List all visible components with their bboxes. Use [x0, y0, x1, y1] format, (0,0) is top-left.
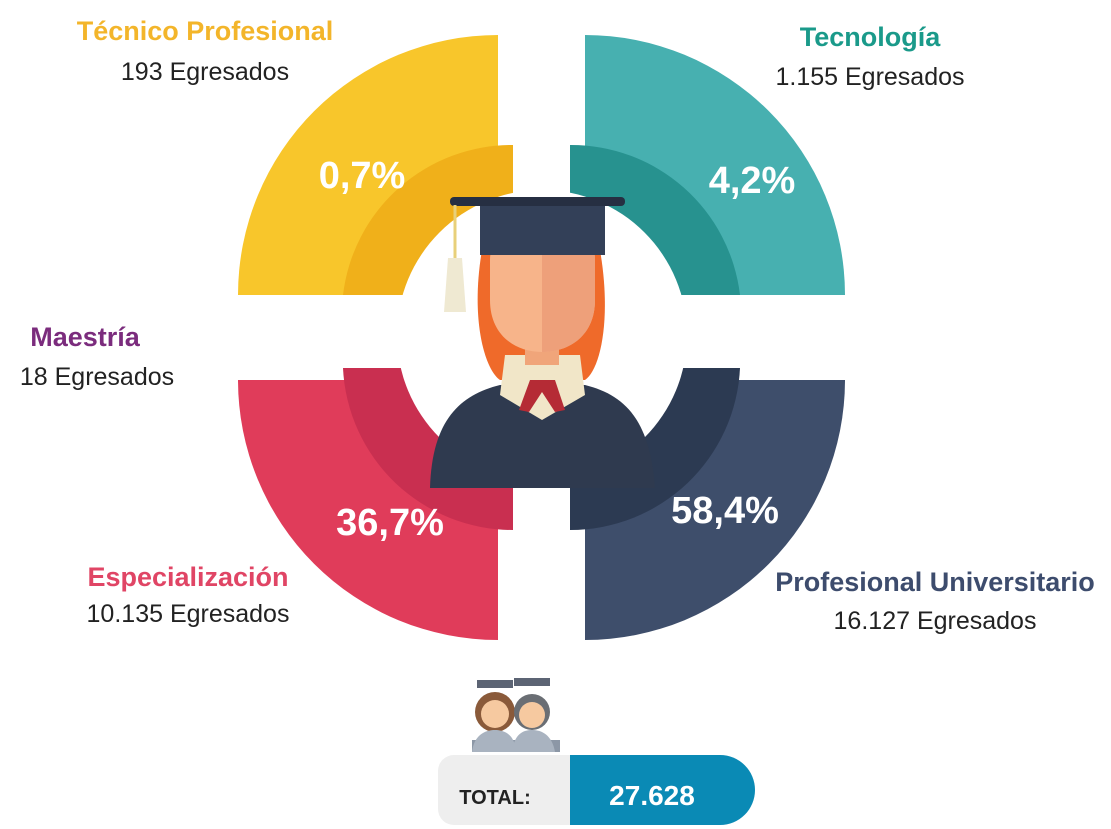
segment-percent: 58,4% — [671, 490, 779, 532]
segment-count: 1.155 Egresados — [775, 63, 964, 91]
segment-count: 16.127 Egresados — [834, 607, 1037, 635]
face-shade — [542, 238, 595, 352]
segment-count: 193 Egresados — [121, 58, 289, 86]
segment-percent: 36,7% — [336, 502, 444, 544]
total-pill: TOTAL: 27.628 — [438, 755, 755, 825]
segment-label: Especialización — [87, 562, 288, 592]
total-label: TOTAL: — [459, 787, 530, 809]
face — [481, 700, 509, 728]
segment-label: Profesional Universitario — [775, 567, 1095, 597]
cap — [477, 680, 513, 688]
face — [519, 702, 545, 728]
ribbon — [519, 380, 565, 412]
total-value-box — [570, 755, 755, 825]
segment-percent: 4,2% — [709, 160, 796, 202]
gown — [472, 730, 516, 752]
labels: Técnico Profesional 193 Egresados 0,7% T… — [20, 16, 1095, 635]
segment-label: Tecnología — [800, 22, 941, 52]
gown — [430, 385, 655, 488]
graduate-icon — [430, 197, 655, 488]
cap — [514, 678, 550, 686]
gown — [512, 730, 555, 752]
cap-board — [450, 197, 625, 206]
tassel — [444, 258, 466, 312]
segment-count: 18 Egresados — [20, 363, 174, 391]
segment-count: 10.135 Egresados — [87, 600, 290, 628]
cap — [480, 205, 605, 255]
graduates-icon — [472, 678, 560, 752]
segment-percent: 0,7% — [319, 155, 406, 197]
total-label-box — [438, 755, 598, 825]
segment-label: Maestría — [30, 322, 141, 352]
segment-label: Técnico Profesional — [77, 16, 334, 46]
total-value: 27.628 — [609, 780, 695, 811]
